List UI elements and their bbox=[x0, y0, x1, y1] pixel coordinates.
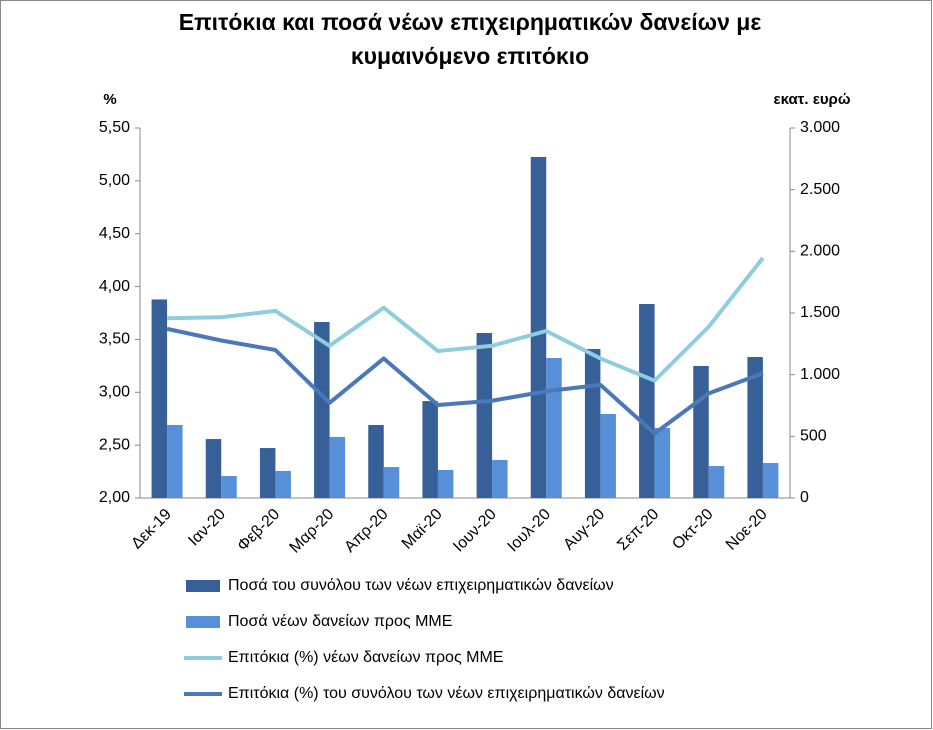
bar bbox=[368, 424, 384, 498]
line bbox=[167, 256, 765, 383]
y2-tick-label: 1.500 bbox=[800, 304, 840, 321]
y-tick-label: 4,50 bbox=[99, 225, 130, 242]
y2-tick-label: 3.000 bbox=[800, 119, 840, 136]
y2-tick-label: 1.000 bbox=[800, 366, 840, 383]
y-axis-label: % bbox=[103, 91, 116, 108]
bar bbox=[221, 476, 237, 498]
bar bbox=[492, 460, 508, 498]
y-tick-label: 2,00 bbox=[99, 489, 130, 506]
y2-tick-label: 500 bbox=[800, 428, 827, 445]
bar bbox=[205, 439, 222, 498]
bar bbox=[275, 470, 291, 498]
bar bbox=[546, 358, 562, 498]
bar bbox=[422, 401, 438, 498]
bar bbox=[693, 366, 709, 498]
bar bbox=[584, 349, 601, 498]
legend-label: Επιτόκια (%) του συνόλου των νέων επιχει… bbox=[228, 685, 665, 702]
bar bbox=[329, 436, 346, 498]
bar bbox=[476, 332, 493, 498]
y-tick-label: 5,50 bbox=[99, 119, 130, 136]
bar bbox=[167, 424, 183, 498]
bar bbox=[530, 156, 547, 498]
bar bbox=[314, 322, 330, 498]
y2-axis-label: εκατ. ευρώ bbox=[773, 91, 850, 108]
line bbox=[166, 326, 764, 436]
legend-label: Ποσά νέων δανείων προς ΜΜΕ bbox=[228, 613, 452, 630]
bar bbox=[762, 462, 779, 498]
legend-label: Ποσά του συνόλου των νέων επιχειρηματικώ… bbox=[228, 577, 614, 594]
bar bbox=[151, 299, 168, 498]
bar bbox=[654, 427, 671, 498]
legend-label: Επιτόκια (%) νέων δανείων προς ΜΜΕ bbox=[228, 649, 503, 666]
bar bbox=[747, 357, 763, 498]
bar bbox=[600, 414, 616, 498]
legend-swatch bbox=[186, 616, 220, 628]
y-tick-label: 3,50 bbox=[99, 331, 130, 348]
chart-title: Επιτόκια και ποσά νέων επιχειρηματικών δ… bbox=[179, 9, 762, 69]
y-tick-label: 3,00 bbox=[99, 384, 130, 401]
bar bbox=[639, 303, 655, 498]
y2-tick-label: 0 bbox=[800, 489, 809, 506]
y-tick-label: 4,00 bbox=[99, 278, 130, 295]
y-tick-label: 2,50 bbox=[99, 436, 130, 453]
bar bbox=[437, 470, 454, 498]
bar bbox=[383, 467, 400, 498]
y2-tick-label: 2.000 bbox=[800, 243, 840, 260]
y2-tick-label: 2.500 bbox=[800, 181, 840, 198]
y-tick-label: 5,00 bbox=[99, 172, 130, 189]
bar bbox=[708, 466, 725, 498]
legend-swatch bbox=[186, 580, 220, 592]
bar bbox=[259, 448, 276, 498]
